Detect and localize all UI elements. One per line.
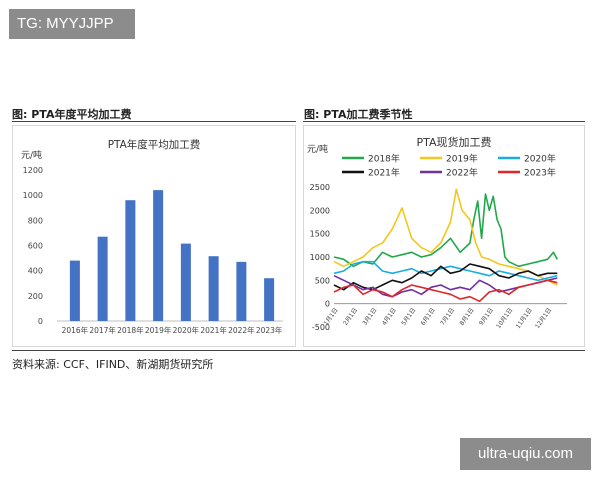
bar-y-tick-label: 0 [38, 317, 43, 326]
bar-2016年 [69, 260, 80, 321]
bar-x-tick-label: 2016年 [62, 325, 89, 335]
bar-2023年 [264, 278, 275, 321]
legend-label: 2023年 [524, 167, 556, 179]
bar-y-tick-label: 800 [28, 216, 43, 225]
line-x-tick-label: 3月1日 [361, 307, 378, 327]
line-y-tick-label: -500 [312, 323, 330, 332]
line-x-tick-label: 1月1日 [323, 307, 340, 327]
bar-x-tick-label: 2022年 [228, 325, 255, 335]
line-x-tick-label: 9月1日 [478, 307, 495, 327]
bar-x-tick-label: 2021年 [200, 325, 227, 335]
bar-chart-title: PTA年度平均加工费 [108, 138, 201, 151]
bar-y-tick-label: 200 [28, 292, 43, 301]
bar-2020年 [180, 243, 191, 321]
legend-label: 2022年 [446, 167, 478, 179]
line-y-tick-label: 0 [325, 300, 330, 309]
line-x-tick-label: 11月1日 [515, 307, 534, 330]
bar-chart-panel: PTA年度平均加工费 元/吨 0 200 400 600 800 1000 1200 2016年 2… [12, 125, 296, 347]
bar-2018年 [125, 200, 136, 321]
watermark-top: TG: MYYJJPP [9, 9, 135, 39]
source-note: 资料来源: CCF、IFIND、新湖期货研究所 [12, 358, 214, 371]
right-title-rule [303, 121, 585, 122]
series-line-2023年 [333, 279, 558, 303]
series-line-2018年 [333, 193, 558, 268]
line-x-tick-label: 4月1日 [381, 307, 398, 327]
bar-2017年 [97, 236, 108, 321]
line-y-tick-label: 500 [315, 276, 330, 285]
bar-y-tick-label: 600 [28, 242, 43, 251]
series-line-2019年 [333, 188, 558, 286]
bar-x-tick-label: 2017年 [89, 325, 116, 335]
legend-label: 2019年 [446, 153, 478, 165]
bar-x-tick-label: 2019年 [145, 325, 172, 335]
line-y-tick-label: 1500 [310, 230, 330, 239]
line-chart-title: PTA现货加工费 [416, 135, 491, 149]
bar-x-tick-label: 2023年 [256, 325, 283, 335]
legend-label: 2021年 [368, 167, 400, 179]
bar-y-tick-label: 1000 [23, 191, 43, 200]
left-figure-title: 图: PTA年度平均加工费 [12, 108, 132, 121]
right-figure-title: 图: PTA加工费季节性 [304, 108, 413, 121]
line-y-tick-label: 2500 [310, 183, 330, 192]
line-x-tick-label: 8月1日 [459, 307, 476, 327]
line-x-tick-label: 7月1日 [439, 307, 456, 327]
line-x-tick-label: 2月1日 [342, 307, 359, 327]
line-y-unit: 元/吨 [307, 143, 328, 155]
series-line-2020年 [333, 260, 558, 282]
bar-2022年 [236, 261, 247, 321]
series-line-2021年 [333, 263, 558, 291]
line-x-tick-label: 10月1日 [495, 307, 514, 330]
bar-y-unit: 元/吨 [21, 149, 42, 161]
bar-2021年 [208, 256, 219, 321]
line-y-tick-label: 1000 [310, 253, 330, 262]
bar-x-tick-label: 2020年 [173, 325, 200, 335]
line-x-tick-label: 5月1日 [400, 307, 417, 327]
line-x-tick-label: 12月1日 [534, 307, 553, 330]
legend-label: 2018年 [368, 153, 400, 165]
bar-y-tick-label: 1200 [23, 166, 43, 175]
bar-x-tick-label: 2018年 [117, 325, 144, 335]
bar-y-tick-label: 400 [28, 267, 43, 276]
left-title-rule [12, 121, 296, 122]
watermark-bottom: ultra-uqiu.com [460, 438, 591, 470]
line-chart-panel: PTA现货加工费元/吨 2018年 2019年 2020年 2021年 2022年 2023… [303, 125, 585, 347]
line-x-tick-label: 6月1日 [420, 307, 437, 327]
bottom-rule [12, 350, 585, 351]
legend-label: 2020年 [524, 153, 556, 165]
line-y-tick-label: 2000 [310, 206, 330, 215]
bar-2019年 [153, 190, 164, 321]
